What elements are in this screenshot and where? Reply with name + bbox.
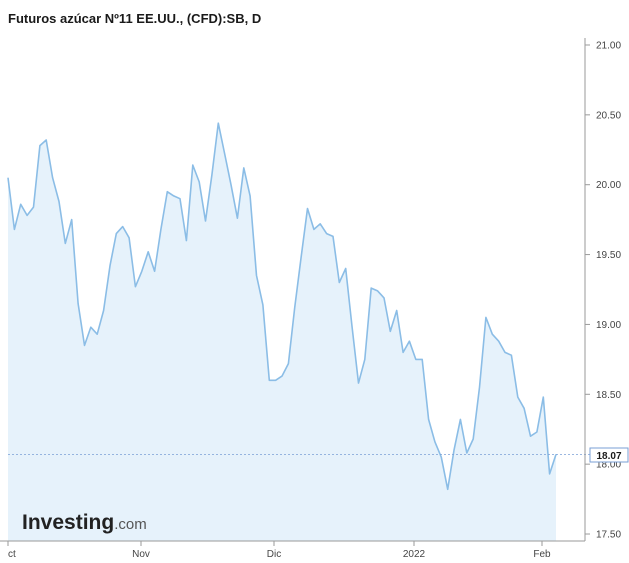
series-line <box>7 122 557 491</box>
x-tick-label: Feb <box>533 549 551 560</box>
investing-logo-suffix: .com <box>114 516 147 533</box>
y-tick-label: 17.50 <box>596 530 621 541</box>
chart-title: Futuros azúcar Nº11 EE.UU., (CFD):SB, D <box>8 11 262 26</box>
axes <box>0 38 586 542</box>
x-tick-label: ct <box>8 549 16 560</box>
x-tick-label: 2022 <box>403 549 426 560</box>
y-tick-label: 19.50 <box>596 250 621 261</box>
plot-area[interactable] <box>7 122 590 541</box>
y-tick-label: 21.00 <box>596 40 621 51</box>
x-tick-label: Dic <box>267 549 281 560</box>
last-price-tag-label: 18.07 <box>596 451 621 462</box>
y-tick-label: 18.50 <box>596 390 621 401</box>
investing-logo: Investing.com <box>22 511 147 534</box>
investing-logo-brand: Investing <box>22 511 114 534</box>
y-tick-label: 20.00 <box>596 180 621 191</box>
y-axis-ticks: 21.00 20.50 20.00 19.50 19.00 18.50 18.00 17.50 <box>585 40 621 541</box>
y-tick-label: 19.00 <box>596 320 621 331</box>
y-tick-label: 20.50 <box>596 110 621 121</box>
series-area-fill <box>8 123 556 541</box>
last-price-tag: 18.07 <box>589 447 629 463</box>
investing-logo-text: Investing.com <box>22 511 147 534</box>
last-price-tag-box <box>589 447 629 463</box>
x-tick-label: Nov <box>132 549 150 560</box>
x-axis-ticks: ct Nov Dic 2022 Feb <box>7 541 551 560</box>
y-tick-label: 18.00 <box>596 460 621 471</box>
